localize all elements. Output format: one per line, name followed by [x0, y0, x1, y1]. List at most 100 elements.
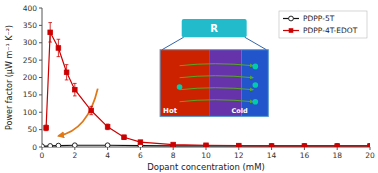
error-bar — [73, 83, 77, 96]
data-point — [368, 144, 370, 147]
data-point — [204, 143, 209, 147]
legend-marker — [289, 28, 294, 33]
inset-carrier — [253, 64, 259, 70]
data-point — [236, 144, 241, 147]
data-point — [269, 144, 274, 147]
data-point — [56, 143, 61, 147]
x-tick-label: 14 — [267, 151, 277, 160]
data-point — [44, 126, 49, 131]
x-tick-label: 0 — [40, 151, 45, 160]
data-point — [204, 144, 209, 147]
data-point — [335, 144, 340, 147]
y-tick-label: 250 — [23, 56, 38, 65]
y-tick-label: 50 — [27, 125, 37, 134]
x-tick-label: 8 — [171, 151, 176, 160]
page: {"chart_data": {"type": "line", "xlabel"… — [0, 0, 378, 173]
x-tick — [140, 147, 141, 150]
inset-flow-arrow — [180, 76, 254, 78]
inset-carrier — [177, 84, 183, 90]
error-bar — [89, 106, 93, 114]
y-tick — [39, 147, 42, 148]
legend-frame — [279, 11, 367, 38]
inset-hot-label: Hot — [163, 107, 178, 115]
data-layer — [42, 23, 370, 147]
y-tick-label: 400 — [23, 4, 38, 13]
y-tick-label: 150 — [23, 90, 38, 99]
error-bar — [122, 135, 126, 139]
x-tick-label: 18 — [332, 151, 342, 160]
error-bar — [48, 23, 52, 42]
x-tick-label: 16 — [300, 151, 310, 160]
x-tick-label: 6 — [138, 151, 143, 160]
inset-cold — [241, 50, 268, 117]
x-tick — [271, 147, 272, 150]
y-tick — [39, 94, 42, 95]
y-tick-label: 350 — [23, 21, 38, 30]
inset-middle — [210, 50, 241, 117]
error-bar — [139, 141, 143, 144]
inset-r-box — [182, 19, 247, 37]
x-tick-label: 12 — [234, 151, 244, 160]
highlight-arrow — [58, 89, 97, 136]
y-tick — [39, 112, 42, 113]
data-point — [89, 108, 94, 113]
data-point — [72, 143, 77, 147]
data-point — [48, 144, 53, 147]
data-point — [368, 144, 370, 147]
x-tick — [107, 147, 108, 150]
data-point — [237, 143, 242, 147]
legend: PDPP-5T PDPP-4T-EDOT — [279, 11, 367, 38]
y-tick — [39, 8, 42, 9]
x-tick — [74, 147, 75, 150]
inset-wire — [245, 37, 267, 50]
legend-label: PDPP-5T — [303, 14, 335, 23]
error-bar — [65, 65, 69, 80]
y-tick-label: 100 — [23, 108, 38, 117]
inset-flow-arrow — [180, 88, 254, 90]
data-point — [64, 70, 69, 75]
x-tick-label: 20 — [365, 151, 375, 160]
series — [44, 23, 370, 147]
y-tick-label: 300 — [23, 38, 38, 47]
data-point — [138, 140, 143, 145]
chart: 0246810121416182005010015020025030035040… — [0, 0, 378, 173]
y-tick-label: 0 — [32, 143, 37, 152]
data-point — [42, 144, 44, 147]
data-point — [269, 144, 274, 147]
data-point — [122, 135, 127, 140]
y-tick — [39, 25, 42, 26]
error-bar — [57, 39, 61, 56]
x-tick — [304, 147, 305, 150]
x-tick — [238, 147, 239, 150]
data-point — [335, 144, 340, 147]
data-point — [302, 144, 307, 147]
data-point — [73, 87, 78, 92]
inset-carrier — [253, 82, 259, 88]
data-point — [48, 30, 53, 35]
data-point — [56, 46, 61, 51]
data-point — [105, 125, 110, 130]
legend-label: PDPP-4T-EDOT — [303, 26, 358, 35]
x-tick-label: 4 — [105, 151, 110, 160]
inset-flow-arrow — [180, 100, 254, 102]
legend-marker — [289, 16, 294, 21]
inset-flow-arrow — [180, 64, 254, 66]
x-tick-label: 2 — [72, 151, 77, 160]
error-bar — [44, 125, 48, 131]
series-line — [46, 32, 370, 146]
x-tick — [337, 147, 338, 150]
y-tick — [39, 60, 42, 61]
y-tick — [39, 77, 42, 78]
data-point — [302, 144, 307, 147]
x-tick — [206, 147, 207, 150]
inset: HotColdR — [160, 19, 268, 116]
x-tick — [370, 147, 371, 150]
y-tick-label: 200 — [23, 73, 38, 82]
x-tick-label: 10 — [201, 151, 211, 160]
inset-r-label: R — [210, 23, 218, 34]
inset-wire — [162, 37, 184, 50]
x-axis-label: Dopant concentration (mM) — [147, 162, 265, 172]
inset-frame — [160, 50, 268, 117]
data-point — [171, 142, 176, 147]
inset-carrier — [253, 99, 259, 105]
